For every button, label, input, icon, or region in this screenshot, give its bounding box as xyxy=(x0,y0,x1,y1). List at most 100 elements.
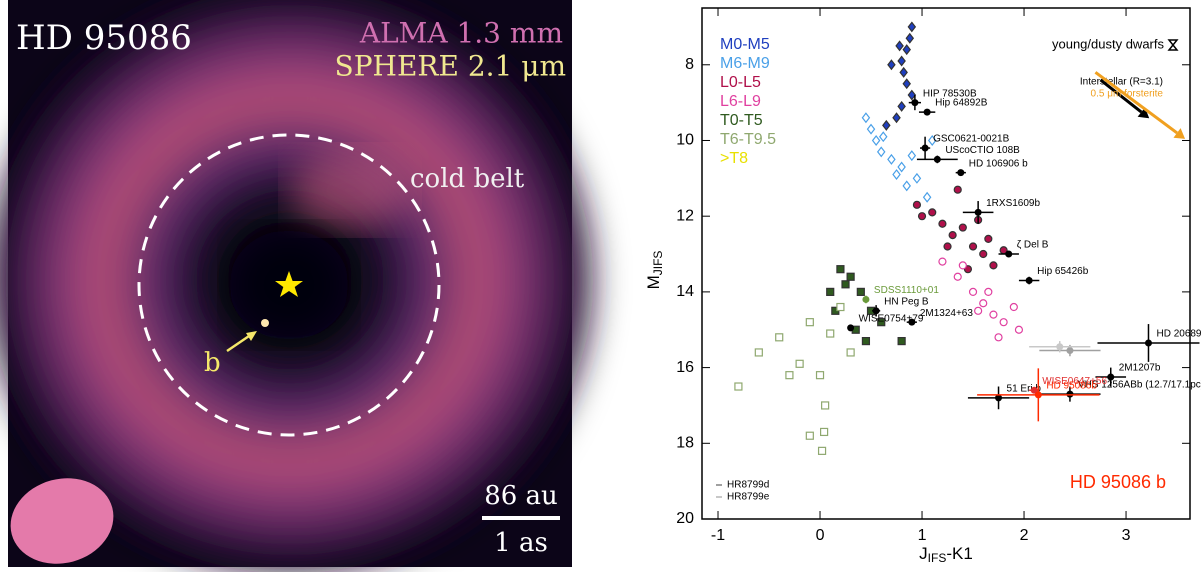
object-point xyxy=(908,318,916,326)
planet xyxy=(261,319,269,327)
planet-arrow xyxy=(226,332,253,353)
point xyxy=(897,161,906,173)
object-label: HD 95086b xyxy=(1046,380,1097,391)
scale-as: 1 as xyxy=(494,528,548,558)
object-point xyxy=(995,394,1003,402)
object-point xyxy=(1005,250,1013,258)
x-label-main: J xyxy=(919,544,928,563)
point xyxy=(984,287,993,296)
object-point xyxy=(1030,386,1038,394)
point xyxy=(861,336,871,346)
arrow-head xyxy=(246,331,257,341)
object-label: HIP 78530B xyxy=(923,88,977,99)
object-point xyxy=(923,108,931,116)
legend-entry: M0-M5 xyxy=(720,36,770,53)
point xyxy=(877,318,886,327)
point xyxy=(892,169,901,181)
object-label: 51 Eri b xyxy=(1007,384,1042,395)
y-label-sub: JIFS xyxy=(651,251,665,276)
point xyxy=(907,89,917,101)
legend-entry: L0-L5 xyxy=(720,74,761,91)
object-label: Hip 65426b xyxy=(1037,266,1089,277)
point xyxy=(979,249,988,259)
point xyxy=(1009,302,1018,312)
point xyxy=(895,40,904,52)
y-tick-label: 10 xyxy=(676,132,694,149)
beam xyxy=(10,478,114,564)
point xyxy=(826,287,835,296)
point xyxy=(989,261,998,270)
point xyxy=(938,257,947,266)
point xyxy=(785,371,794,380)
object-label: GSC0621-0021B xyxy=(933,134,1009,145)
object-label: VHS 1256ABb (12.7/17.1pc) xyxy=(1078,380,1201,391)
object-point xyxy=(1034,391,1042,399)
point xyxy=(821,401,830,410)
point xyxy=(856,287,865,296)
object-label: HN Peg B xyxy=(884,296,929,307)
hr8799-legend-label: HR8799e xyxy=(727,492,770,503)
y-axis-label: MJIFS xyxy=(644,251,665,290)
y-tick-label: 20 xyxy=(676,510,694,527)
point xyxy=(866,123,876,135)
young-label: young/dusty dwarfs xyxy=(1052,36,1165,51)
point xyxy=(820,427,829,437)
point xyxy=(754,348,763,357)
image-panel: HD 95086 ALMA 1.3 mm SPHERE 2.1 μm cold … xyxy=(0,0,590,570)
point xyxy=(846,272,855,281)
point xyxy=(912,200,922,209)
object-point xyxy=(1025,277,1033,285)
object-point xyxy=(862,295,870,303)
object-point xyxy=(1066,390,1074,398)
x-label-sub: IFS xyxy=(928,551,947,565)
object-label: 2M1324+63 xyxy=(920,308,974,319)
point xyxy=(984,234,993,243)
point xyxy=(871,135,881,146)
belt-circle xyxy=(137,133,441,437)
point xyxy=(897,336,906,346)
object-point xyxy=(957,169,965,177)
point xyxy=(905,32,915,44)
object-point xyxy=(1144,339,1152,347)
point xyxy=(897,55,906,67)
vector-label: 0.5 μm forsterite xyxy=(1091,89,1164,100)
y-tick-label: 12 xyxy=(676,207,694,224)
point xyxy=(1014,325,1024,334)
legend-entry: T6-T9.5 xyxy=(720,131,776,148)
planet-label: b xyxy=(204,348,221,378)
point xyxy=(912,172,922,184)
hr8799-point xyxy=(1066,347,1074,355)
point xyxy=(826,329,835,338)
y-tick-label: 14 xyxy=(676,283,694,300)
point xyxy=(795,359,804,368)
object-label: HD 206893B xyxy=(1156,329,1201,340)
object-label: Hip 64892B xyxy=(935,98,988,109)
legend-entry: >T8 xyxy=(720,150,748,167)
point xyxy=(902,44,911,56)
legend-entry: M6-M9 xyxy=(720,55,770,72)
point xyxy=(805,431,814,440)
object-point xyxy=(974,208,982,216)
point xyxy=(928,208,937,217)
star xyxy=(275,271,303,297)
object-point xyxy=(872,307,880,315)
emission-peak xyxy=(290,150,410,230)
point xyxy=(979,299,988,308)
x-tick-label: 2 xyxy=(1020,527,1029,544)
point xyxy=(999,318,1008,327)
point xyxy=(836,302,845,312)
x-label-suffix: -K1 xyxy=(946,544,972,563)
vector-head xyxy=(1137,107,1150,119)
point xyxy=(897,100,906,112)
object-label: HD 106906 b xyxy=(969,158,1028,169)
point xyxy=(968,287,978,296)
vector-head xyxy=(1173,128,1186,139)
point xyxy=(879,131,888,143)
point xyxy=(902,78,911,90)
point xyxy=(882,119,891,131)
point xyxy=(948,231,957,240)
belt-label: cold belt xyxy=(410,164,525,194)
object-label: WISE0754+79 xyxy=(859,313,924,324)
point xyxy=(841,280,850,289)
alma-label: ALMA 1.3 mm xyxy=(359,17,563,50)
